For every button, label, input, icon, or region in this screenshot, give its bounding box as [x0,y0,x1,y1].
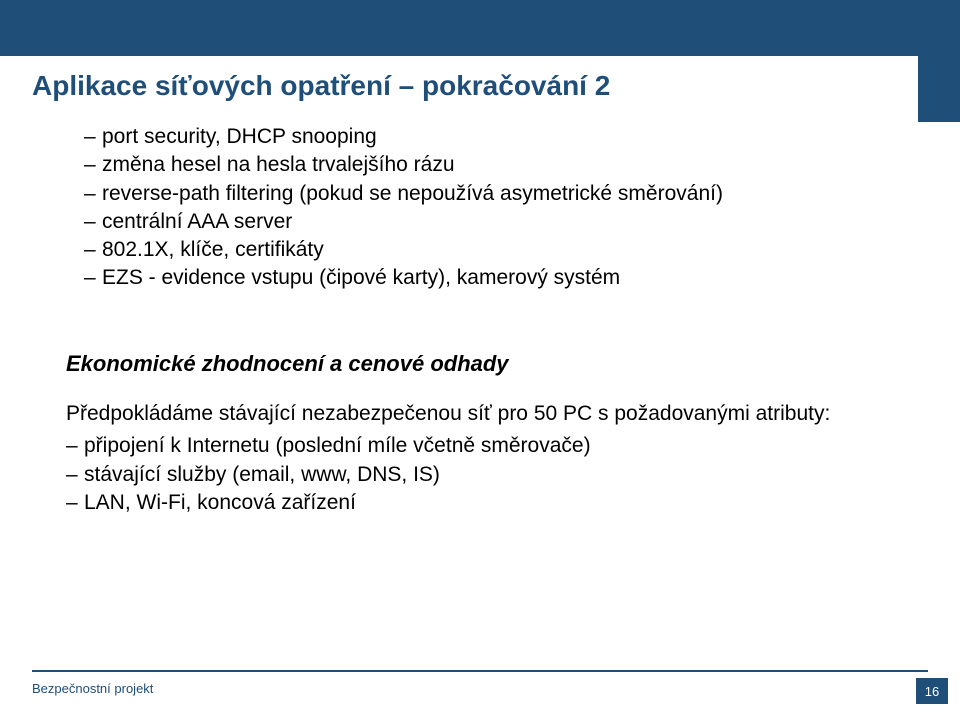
paragraph: Předpokládáme stávající nezabezpečenou s… [66,401,896,427]
page-number: 16 [916,678,948,704]
bullet-list: port security, DHCP snooping změna hesel… [84,124,896,292]
header-right-tab [918,0,960,122]
footer-divider [32,670,928,672]
bullet-item: reverse-path filtering (pokud se nepouží… [84,181,896,207]
sub-bullet-item: připojení k Internetu (poslední míle vče… [66,433,896,459]
sub-bullet-item: stávající služby (email, www, DNS, IS) [66,462,896,488]
bullet-item: port security, DHCP snooping [84,124,896,150]
footer-text: Bezpečnostní projekt [32,681,153,696]
subheading: Ekonomické zhodnocení a cenové odhady [66,350,896,378]
page-number-value: 16 [925,684,939,699]
slide-body: port security, DHCP snooping změna hesel… [84,124,896,518]
bullet-item: změna hesel na hesla trvalejšího rázu [84,152,896,178]
header-bar [0,0,960,56]
sub-bullet-list: připojení k Internetu (poslední míle vče… [66,433,896,516]
slide-title: Aplikace síťových opatření – pokračování… [32,70,610,102]
bullet-item: centrální AAA server [84,209,896,235]
bullet-item: 802.1X, klíče, certifikáty [84,237,896,263]
sub-bullet-item: LAN, Wi-Fi, koncová zařízení [66,490,896,516]
bullet-item: EZS - evidence vstupu (čipové karty), ka… [84,265,896,291]
